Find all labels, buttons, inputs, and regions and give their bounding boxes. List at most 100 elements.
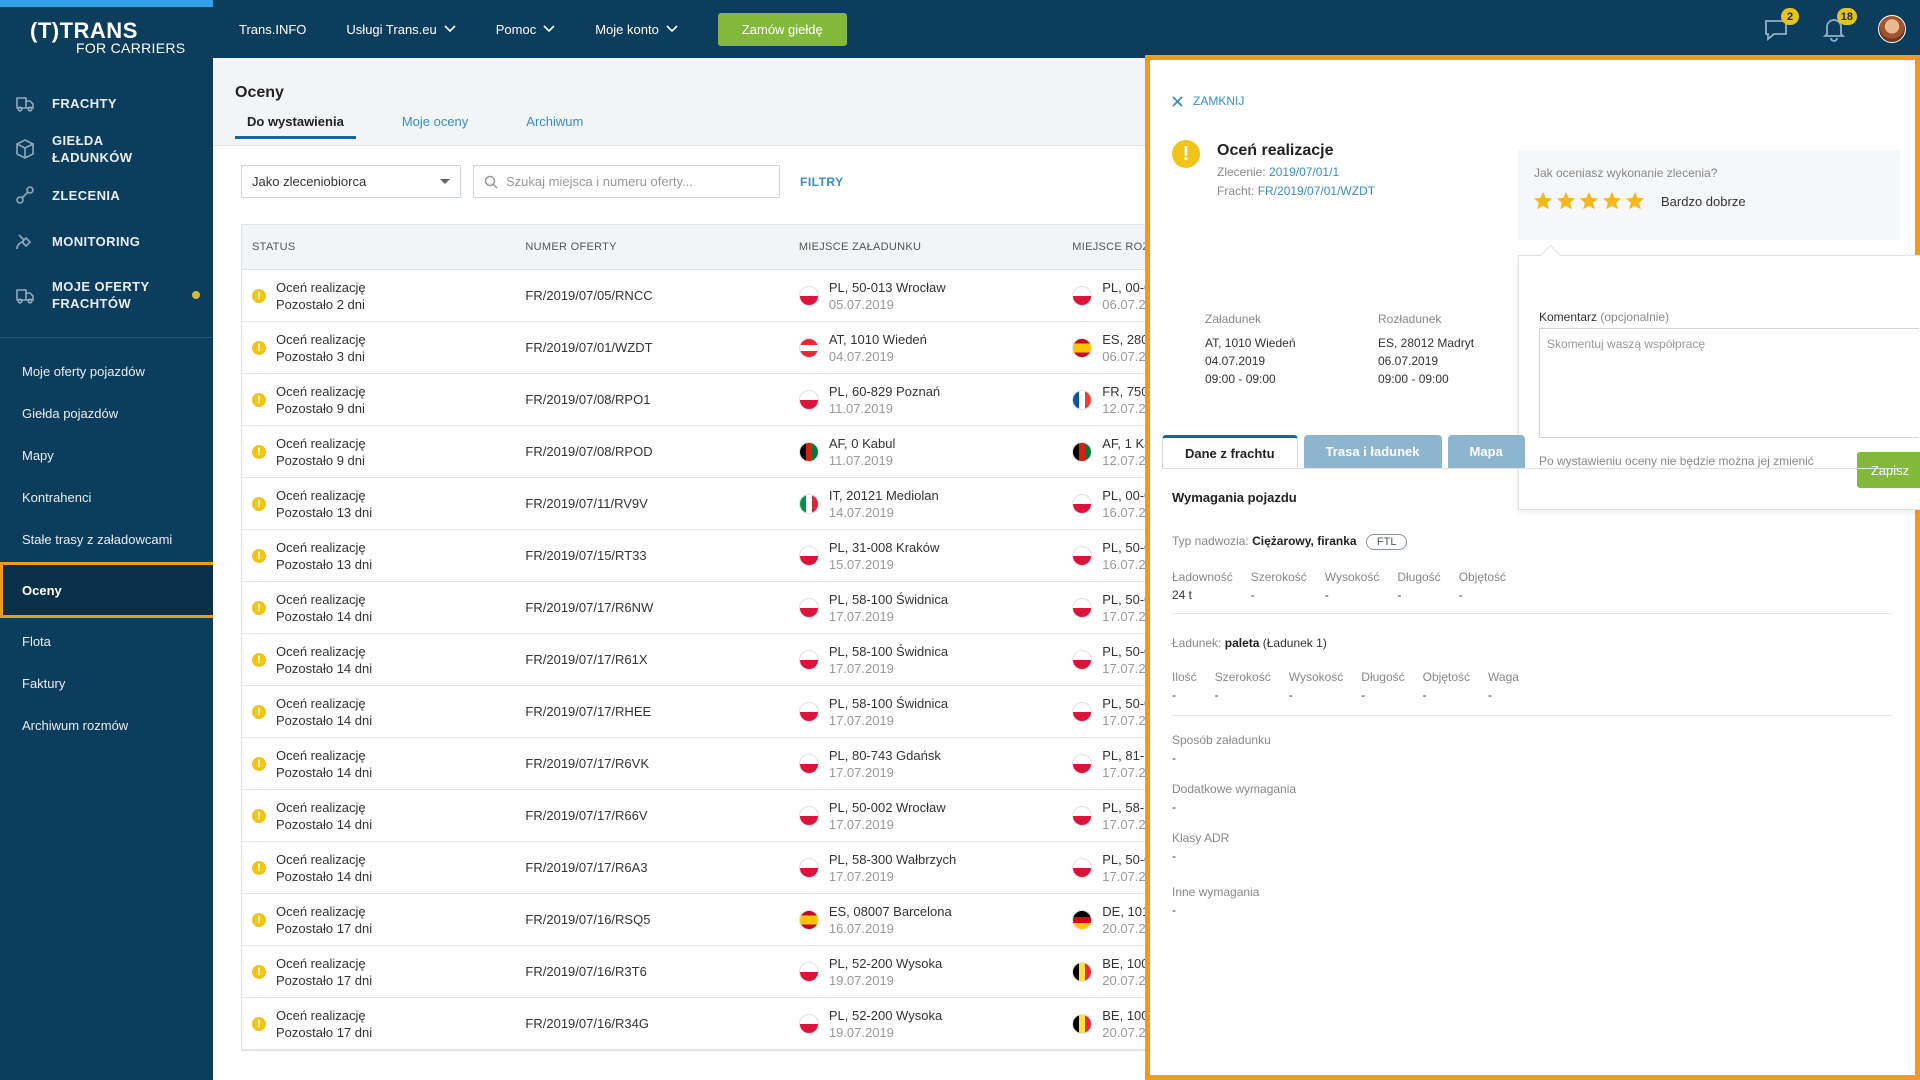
loading-place: PL, 50-013 Wrocław	[828, 279, 946, 295]
loading-date: 19.07.2019	[828, 1024, 894, 1040]
status-stack: Oceń realizację Pozostało 9 dni	[276, 383, 366, 417]
search-input[interactable]: Szukaj miejsca i numeru oferty...	[473, 165, 780, 198]
logo[interactable]: (T)TRANS FOR CARRIERS	[30, 18, 190, 58]
additional-requirements-block: Dodatkowe wymagania -	[1172, 782, 1296, 814]
table-row[interactable]: ! Oceń realizację Pozostało 14 dni FR/20…	[242, 582, 1190, 634]
filters-bar: Jako zleceniobiorca Szukaj miejsca i num…	[241, 165, 844, 198]
loading-cell: IT, 20121 Mediolan 14.07.2019	[789, 487, 1062, 521]
star-icon[interactable]	[1532, 190, 1554, 212]
flag-icon	[798, 1013, 819, 1034]
loading-date: 14.07.2019	[828, 504, 894, 520]
nav-link-trans-info[interactable]: Trans.INFO	[239, 22, 306, 37]
tab-moje-oceny[interactable]: Moje oceny	[401, 114, 469, 129]
close-button[interactable]: ZAMKNIJ	[1172, 94, 1244, 108]
table-row[interactable]: ! Oceń realizację Pozostało 3 dni FR/201…	[242, 322, 1190, 374]
sidebar-item-archiwum-rozmow[interactable]: Archiwum rozmów	[22, 717, 129, 733]
sidebar-item-gielda-pojazdow[interactable]: Giełda pojazdów	[22, 405, 119, 421]
star-icon[interactable]	[1578, 190, 1600, 212]
unloading-stack: BE, 100 20.07.2	[1102, 1007, 1148, 1041]
flag-icon	[1072, 961, 1093, 982]
col-status[interactable]: STATUS	[252, 241, 296, 253]
save-button[interactable]: Zapisz	[1857, 452, 1920, 488]
warning-icon: !	[252, 808, 266, 823]
loading-date: 04.07.2019	[828, 348, 894, 364]
table-row[interactable]: ! Oceń realizację Pozostało 14 dni FR/20…	[242, 738, 1190, 790]
spec-item: Ilość -	[1172, 670, 1197, 702]
star-icon[interactable]	[1624, 190, 1646, 212]
star-icon[interactable]	[1601, 190, 1623, 212]
sidebar-item-faktury[interactable]: Faktury	[22, 675, 66, 691]
sidebar-item-zlecenia[interactable]: ZLECENIA	[0, 172, 213, 218]
tab-trasa-i-ladunek[interactable]: Trasa i ładunek	[1303, 435, 1442, 468]
sidebar-item-mapy[interactable]: Mapy	[22, 447, 54, 463]
freight-link[interactable]: FR/2019/07/01/WZDT	[1257, 184, 1376, 198]
notifications-button[interactable]: 18	[1820, 8, 1857, 43]
nav-link-pomoc[interactable]: Pomoc	[496, 22, 555, 37]
messages-button[interactable]: 2	[1762, 8, 1799, 43]
tab-dane-z-frachtu[interactable]: Dane z frachtu	[1162, 435, 1298, 468]
status-cell: ! Oceń realizację Pozostało 17 dni	[242, 1007, 515, 1041]
tab-line	[1162, 468, 1902, 469]
loading-cell: ES, 08007 Barcelona 16.07.2019	[789, 903, 1062, 937]
loading-cell: PL, 80-743 Gdańsk 17.07.2019	[789, 747, 1062, 781]
caret-down-icon	[440, 179, 450, 184]
table-row[interactable]: ! Oceń realizację Pozostało 14 dni FR/20…	[242, 842, 1190, 894]
sidebar-item-monitoring[interactable]: MONITORING	[0, 218, 213, 264]
col-unloading-place[interactable]: MIEJSCE ROZŁ	[1072, 241, 1156, 253]
status-text: Oceń realizację	[276, 903, 366, 919]
filters-button[interactable]: FILTRY	[800, 174, 844, 189]
sidebar-item-moje-oferty-pojazdow[interactable]: Moje oferty pojazdów	[22, 363, 145, 379]
sidebar-item-kontrahenci[interactable]: Kontrahenci	[22, 489, 92, 505]
unloading-place: BE, 100	[1102, 955, 1149, 971]
cargo: Ładunek: paleta (Ładunek 1)	[1172, 636, 1327, 650]
offer-number: FR/2019/07/08/RPO1	[525, 392, 651, 407]
star-icon[interactable]	[1555, 190, 1577, 212]
col-loading-place[interactable]: MIEJSCE ZAŁADUNKU	[798, 241, 922, 253]
status-cell: ! Oceń realizację Pozostało 17 dni	[242, 955, 515, 989]
sub-nav: Moje oferty pojazdów Giełda pojazdów Map…	[0, 350, 216, 746]
loading-cell: PL, 60-829 Poznań 11.07.2019	[789, 383, 1062, 417]
offer-number: FR/2019/07/17/R6VK	[525, 756, 649, 771]
loading-date: 16.07.2019	[828, 920, 894, 936]
comment-popover: Komentarz (opcjonalnie) Skomentuj waszą …	[1518, 255, 1920, 510]
warning-icon: !	[252, 288, 266, 303]
table-row[interactable]: ! Oceń realizację Pozostało 14 dni FR/20…	[242, 686, 1190, 738]
table-row[interactable]: ! Oceń realizację Pozostało 14 dni FR/20…	[242, 634, 1190, 686]
table-row[interactable]: ! Oceń realizację Pozostało 9 dni FR/201…	[242, 374, 1190, 426]
table-row[interactable]: ! Oceń realizację Pozostało 13 dni FR/20…	[242, 478, 1190, 530]
unloading-cell: FR, 750 12.07.2	[1062, 383, 1190, 417]
sidebar-item-gielda-ladunkow[interactable]: GIEŁDA ŁADUNKÓW	[0, 126, 213, 172]
comment-textarea[interactable]: Skomentuj waszą współpracę	[1539, 328, 1919, 438]
tab-do-wystawienia[interactable]: Do wystawienia	[235, 114, 356, 139]
sidebar-item-flota[interactable]: Flota	[22, 633, 51, 649]
spec-item: Wysokość -	[1289, 670, 1344, 702]
role-select[interactable]: Jako zleceniobiorca	[241, 165, 461, 198]
sidebar-item-moje-oferty-frachtow[interactable]: MOJE OFERTY FRACHTÓW	[0, 264, 213, 326]
nav-link-uslugi[interactable]: Usługi Trans.eu	[346, 22, 456, 37]
table-row[interactable]: ! Oceń realizację Pozostało 9 dni FR/201…	[242, 426, 1190, 478]
warning-icon: !	[252, 496, 266, 511]
order-exchange-button[interactable]: Zamów giełdę	[717, 12, 847, 46]
sidebar-item-oceny[interactable]: Oceny	[0, 562, 216, 618]
table-row[interactable]: ! Oceń realizację Pozostało 13 dni FR/20…	[242, 530, 1190, 582]
table-row[interactable]: ! Oceń realizację Pozostało 17 dni FR/20…	[242, 894, 1190, 946]
avatar[interactable]	[1878, 15, 1906, 43]
status-text: Oceń realizację	[276, 435, 366, 451]
tab-archiwum[interactable]: Archiwum	[526, 114, 584, 129]
table-row[interactable]: ! Oceń realizację Pozostało 17 dni FR/20…	[242, 946, 1190, 998]
unloading-stack: PL, 50-0 17.07.2	[1102, 591, 1151, 625]
tab-mapa[interactable]: Mapa	[1447, 435, 1525, 468]
status-cell: ! Oceń realizację Pozostało 9 dni	[242, 435, 515, 469]
table-row[interactable]: ! Oceń realizację Pozostało 17 dni FR/20…	[242, 998, 1190, 1050]
sidebar-item-label: GIEŁDA ŁADUNKÓW	[52, 133, 133, 165]
order-link[interactable]: 2019/07/01/1	[1269, 165, 1340, 179]
nav-link-moje-konto[interactable]: Moje konto	[595, 22, 678, 37]
sidebar-item-stale-trasy[interactable]: Stałe trasy z załadowcami	[22, 531, 173, 547]
offer-number: FR/2019/07/15/RT33	[525, 548, 647, 563]
table-row[interactable]: ! Oceń realizację Pozostało 2 dni FR/201…	[242, 270, 1190, 322]
table-row[interactable]: ! Oceń realizację Pozostało 14 dni FR/20…	[242, 790, 1190, 842]
unloading-place: ES, 280	[1102, 331, 1149, 347]
col-offer-number[interactable]: NUMER OFERTY	[525, 241, 617, 253]
loading-stack: PL, 52-200 Wysoka 19.07.2019	[829, 955, 942, 989]
sidebar-item-frachty[interactable]: FRACHTY	[0, 80, 213, 126]
